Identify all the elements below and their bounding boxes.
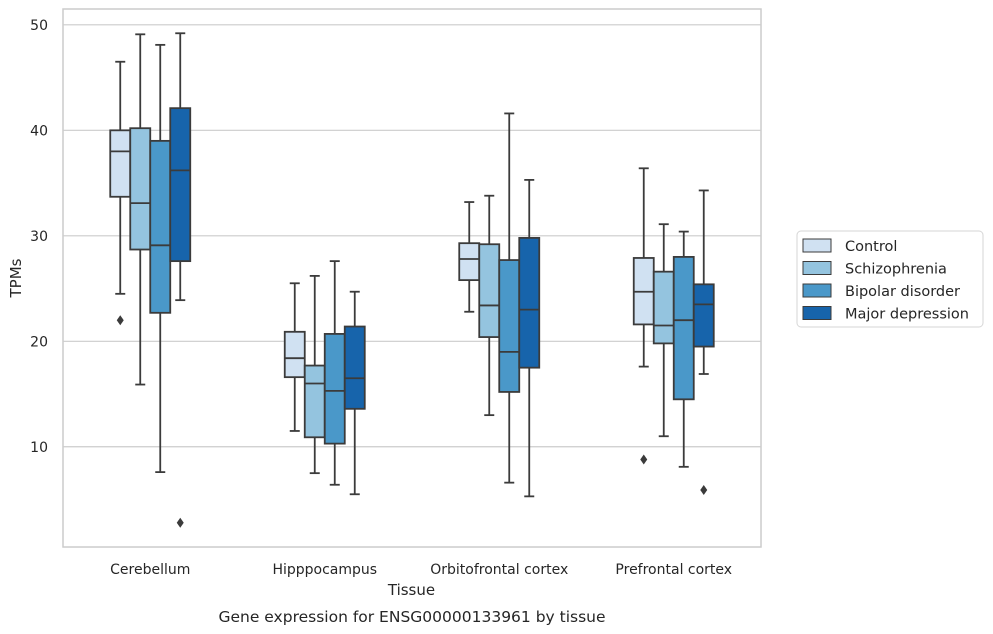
y-axis-label: TPMs (7, 258, 25, 298)
y-tick-label: 50 (30, 18, 48, 34)
y-tick-label: 10 (30, 440, 48, 456)
outlier-point (176, 517, 184, 528)
box-series (109, 32, 715, 528)
box-group (169, 32, 192, 528)
x-tick-label: Hipppocampus (272, 562, 377, 578)
x-axis-label: Tissue (387, 581, 435, 599)
y-tick-label: 20 (30, 334, 48, 350)
box-group (478, 194, 501, 417)
legend: Control Schizophrenia Bipolar disorder Majo… (796, 230, 984, 328)
legend-swatch (802, 283, 832, 298)
plot-border (62, 8, 762, 548)
box-group (323, 260, 346, 486)
box-iqr (323, 333, 346, 445)
chart-title: Gene expression for ENSG00000133961 by t… (218, 608, 605, 626)
box-group (632, 167, 655, 465)
box-group (498, 112, 521, 484)
outlier-point (640, 454, 648, 465)
box-group (692, 189, 715, 496)
plot-frame (62, 8, 762, 548)
box-group (652, 223, 675, 438)
box-iqr (129, 127, 152, 251)
box-iqr (283, 330, 306, 379)
box-group (458, 201, 481, 313)
box-iqr (478, 243, 501, 338)
box-iqr (303, 364, 326, 439)
box-iqr (458, 242, 481, 282)
y-tick-label: 40 (30, 123, 48, 139)
legend-swatch (802, 238, 832, 253)
box-iqr (498, 259, 521, 393)
box-group (518, 178, 541, 498)
box-iqr (692, 283, 715, 348)
legend-label: Schizophrenia (845, 262, 947, 278)
x-tick-label: Orbitofrontal cortex (430, 562, 568, 578)
legend-swatch (802, 306, 832, 320)
box-group (109, 60, 132, 326)
box-group (149, 43, 172, 474)
legend-label: Bipolar disorder (845, 284, 960, 300)
box-group (283, 282, 306, 432)
box-iqr (149, 139, 172, 314)
legend-label: Major depression (845, 307, 969, 323)
box-iqr (343, 325, 366, 410)
box-iqr (109, 129, 132, 198)
x-tick-label: Prefrontal cortex (615, 562, 732, 578)
x-tick-label: Cerebellum (110, 562, 190, 578)
box-iqr (518, 237, 541, 369)
outlier-point (700, 485, 708, 496)
box-group (672, 230, 695, 468)
outlier-point (116, 315, 124, 326)
legend-box (796, 230, 984, 328)
box-iqr (169, 107, 192, 263)
box-group (343, 290, 366, 496)
box-iqr (672, 256, 695, 401)
y-tick-label: 30 (30, 229, 48, 245)
axes: 10 20 30 40 50 Cerebellum Hipppocampus Orbitofr… (30, 18, 732, 578)
box-iqr (652, 270, 675, 345)
box-group (129, 33, 152, 386)
legend-swatch (802, 261, 832, 275)
legend-label: Control (845, 239, 897, 255)
box-group (303, 274, 326, 475)
